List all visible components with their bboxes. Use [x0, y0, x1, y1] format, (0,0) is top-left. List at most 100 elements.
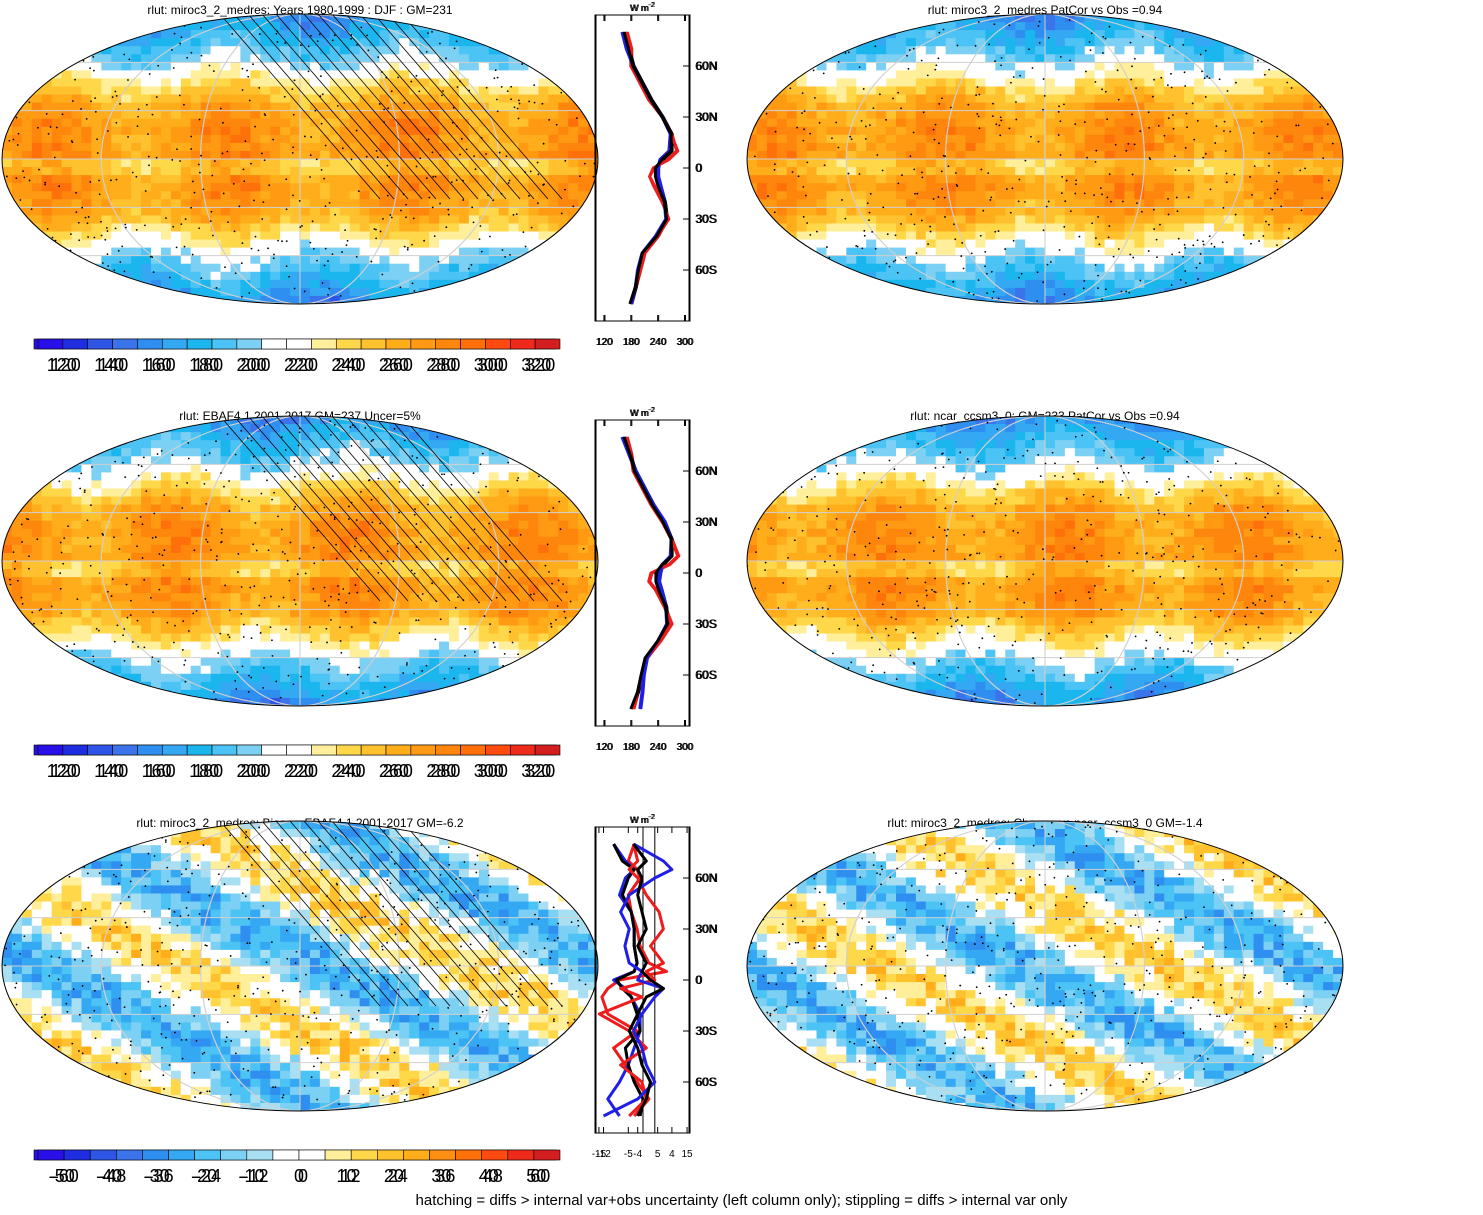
map-cell: [260, 183, 271, 192]
stipple-dot: [46, 227, 49, 230]
map-cell: [856, 102, 867, 112]
map-cell: [41, 279, 53, 289]
map-cell: [141, 78, 152, 88]
map-cell: [1184, 142, 1195, 152]
map-cell: [508, 287, 520, 297]
map-cell: [1303, 30, 1314, 39]
stipple-dot: [172, 225, 175, 228]
map-cell: [1074, 54, 1086, 63]
map-cell: [1283, 223, 1294, 233]
map-cell: [826, 30, 837, 39]
stipple-dot: [5, 270, 7, 273]
map-cell: [1035, 247, 1046, 257]
map-cell: [846, 215, 857, 225]
map-cell: [419, 287, 430, 297]
stipple-dot: [560, 212, 563, 215]
map-cell: [1313, 54, 1324, 63]
map-cell: [925, 118, 937, 128]
map-cell: [458, 54, 470, 63]
map-cell: [836, 295, 847, 304]
stipple-dot: [292, 194, 294, 197]
stipple-dot: [432, 175, 435, 178]
stipple-dot: [281, 240, 283, 243]
map-cell: [747, 94, 758, 104]
map-cell: [319, 191, 331, 200]
map-cell: [816, 110, 828, 120]
map-cell: [518, 62, 530, 71]
map-cell: [826, 207, 837, 216]
map-cell: [1174, 30, 1185, 39]
map-cell: [1263, 215, 1275, 225]
stipple-dot: [485, 86, 488, 89]
map-cell: [81, 118, 92, 128]
map-cell: [31, 134, 43, 144]
stipple-dot: [439, 202, 441, 205]
map-cell: [1313, 183, 1324, 192]
stipple-dot: [148, 73, 151, 75]
map-cell: [101, 295, 112, 304]
map-cell: [151, 142, 162, 152]
map-cell: [747, 78, 758, 88]
map-cell: [220, 110, 232, 120]
map-cell: [180, 118, 192, 128]
map-cell: [21, 110, 33, 120]
map-cell: [429, 199, 440, 208]
map-cell: [756, 231, 768, 241]
map-cell: [1184, 183, 1195, 192]
map-cell: [131, 271, 142, 281]
map-cell: [449, 14, 460, 23]
map-cell: [1293, 142, 1304, 152]
map-cell: [170, 142, 182, 152]
map-cell: [1233, 191, 1245, 200]
map-cell: [458, 14, 470, 23]
map-cell: [1213, 126, 1225, 136]
map-cell: [866, 159, 877, 168]
map-cell: [290, 279, 301, 289]
map-cell: [121, 102, 132, 112]
map-cell: [915, 295, 927, 304]
map-cell: [369, 30, 381, 39]
stipple-dot: [47, 273, 50, 276]
map-cell: [886, 295, 897, 304]
map-cell: [11, 118, 23, 128]
map-cell: [101, 134, 112, 144]
map-cell: [1293, 110, 1304, 120]
map-cell: [21, 126, 33, 136]
map-cell: [468, 247, 480, 257]
map-cell: [588, 94, 598, 104]
stipple-dot: [212, 234, 214, 237]
map-cell: [786, 46, 798, 55]
map-cell: [866, 78, 877, 88]
map-cell: [1243, 271, 1255, 281]
map-cell: [1164, 247, 1175, 257]
map-cell: [101, 287, 112, 297]
map-cell: [468, 271, 480, 281]
map-cell: [151, 14, 162, 23]
map-cell: [518, 14, 530, 23]
map-cell: [1035, 54, 1046, 63]
map-cell: [270, 199, 281, 208]
map-cell: [1223, 38, 1235, 47]
map-cell: [756, 86, 768, 96]
map-cell: [478, 215, 490, 225]
stipple-dot: [175, 246, 178, 249]
map-cell: [955, 86, 967, 96]
map-cell: [1124, 183, 1135, 192]
map-cell: [826, 175, 837, 184]
map-cell: [111, 231, 122, 241]
map-cell: [588, 70, 598, 80]
map-cell: [1243, 126, 1255, 136]
map-cell: [1283, 86, 1294, 96]
map-cell: [1005, 54, 1016, 63]
hatch-line: [303, 14, 465, 200]
map-cell: [11, 110, 23, 120]
map-cell: [230, 247, 241, 257]
map-cell: [91, 247, 102, 257]
map-cell: [866, 247, 877, 257]
map-cell: [1194, 70, 1205, 80]
map-cell: [1303, 110, 1314, 120]
map-cell: [131, 231, 142, 241]
map-cell: [1015, 142, 1026, 152]
map-cell: [985, 199, 996, 208]
map-cell: [846, 231, 857, 241]
